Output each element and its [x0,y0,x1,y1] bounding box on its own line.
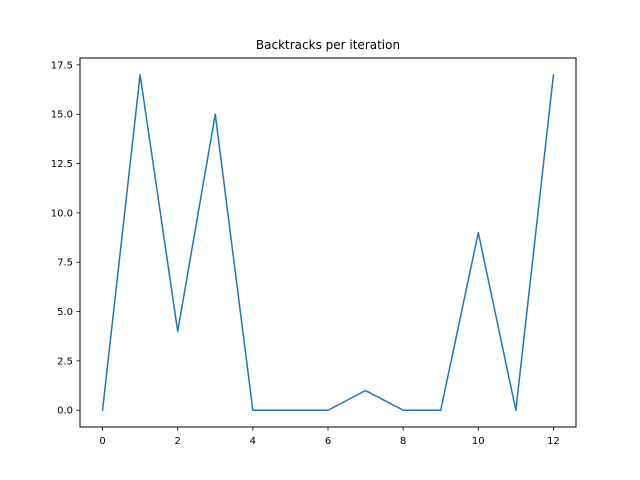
y-tick-label: 0.0 [57,406,73,417]
series-line-0 [101,73,555,412]
y-tick-label: 5.0 [57,307,73,318]
x-tick-label: 10 [472,436,485,447]
y-tick-label: 12.5 [51,159,73,170]
chart-title: Backtracks per iteration [256,38,400,52]
x-tick-label: 0 [99,436,105,447]
x-tick-label: 12 [547,436,560,447]
plot-area [101,73,555,412]
x-axis: 0 2 4 6 8 10 12 [99,427,560,447]
y-tick-label: 2.5 [57,356,73,367]
y-tick-label: 15.0 [51,110,73,121]
x-tick-label: 6 [325,436,331,447]
y-axis: 0.0 2.5 5.0 7.5 10.0 12.5 15.0 17.5 [51,60,80,417]
x-tick-label: 8 [400,436,406,447]
y-tick-label: 17.5 [51,60,73,71]
x-tick-label: 2 [175,436,181,447]
y-tick-label: 10.0 [51,208,73,219]
y-tick-label: 7.5 [57,258,73,269]
x-tick-label: 4 [250,436,256,447]
axes-frame [79,57,577,428]
